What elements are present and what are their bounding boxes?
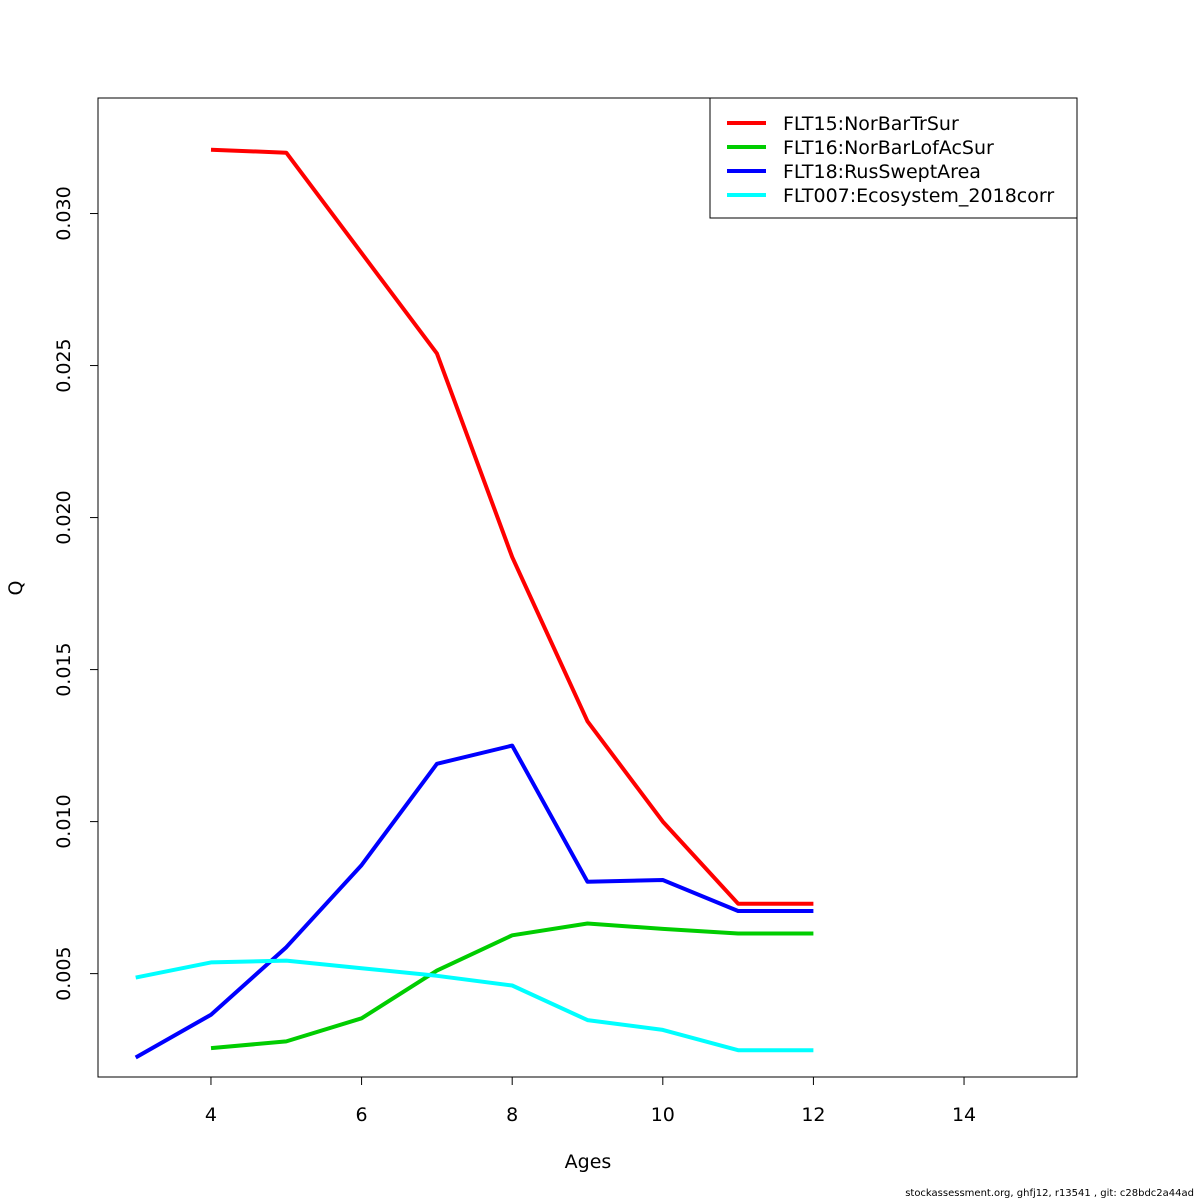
plot-frame (97, 97, 1078, 1078)
series-line-1 (210, 147, 814, 906)
x-tick-label: 4 (205, 1104, 217, 1126)
footer-credit: stockassessment.org, ghfj12, r13541 , gi… (905, 1188, 1194, 1199)
x-tick-label: 12 (801, 1104, 825, 1126)
y-tick-label: 0.025 (53, 338, 75, 392)
y-axis-label: Q (5, 581, 27, 596)
x-tick-label: 6 (356, 1104, 368, 1126)
legend-label: FLT18:RusSweptArea (783, 161, 981, 183)
series-line-2 (210, 921, 814, 1051)
series-line-3 (134, 743, 814, 1060)
legend-label: FLT16:NorBarLofAcSur (783, 137, 994, 159)
x-tick-label: 14 (952, 1104, 976, 1126)
y-tick-label: 0.020 (53, 490, 75, 544)
series-line-4 (135, 958, 814, 1053)
legend: FLT15:NorBarTrSurFLT16:NorBarLofAcSurFLT… (709, 97, 1078, 219)
x-axis: 4 6 8 10 12 14 (205, 1077, 976, 1126)
legend-box (709, 97, 1078, 219)
legend-label: FLT15:NorBarTrSur (783, 113, 959, 135)
x-tick-label: 10 (651, 1104, 675, 1126)
legend-label: FLT007:Ecosystem_2018corr (783, 185, 1054, 207)
x-tick-label: 8 (506, 1104, 518, 1126)
y-tick-label: 0.015 (53, 642, 75, 696)
y-tick-label: 0.030 (53, 186, 75, 240)
y-tick-label: 0.005 (53, 946, 75, 1000)
y-axis: 0.005 0.010 0.015 0.020 0.025 0.030 (53, 186, 98, 1001)
x-axis-label: Ages (565, 1151, 612, 1173)
series-lines (134, 147, 814, 1060)
y-tick-label: 0.010 (53, 794, 75, 848)
